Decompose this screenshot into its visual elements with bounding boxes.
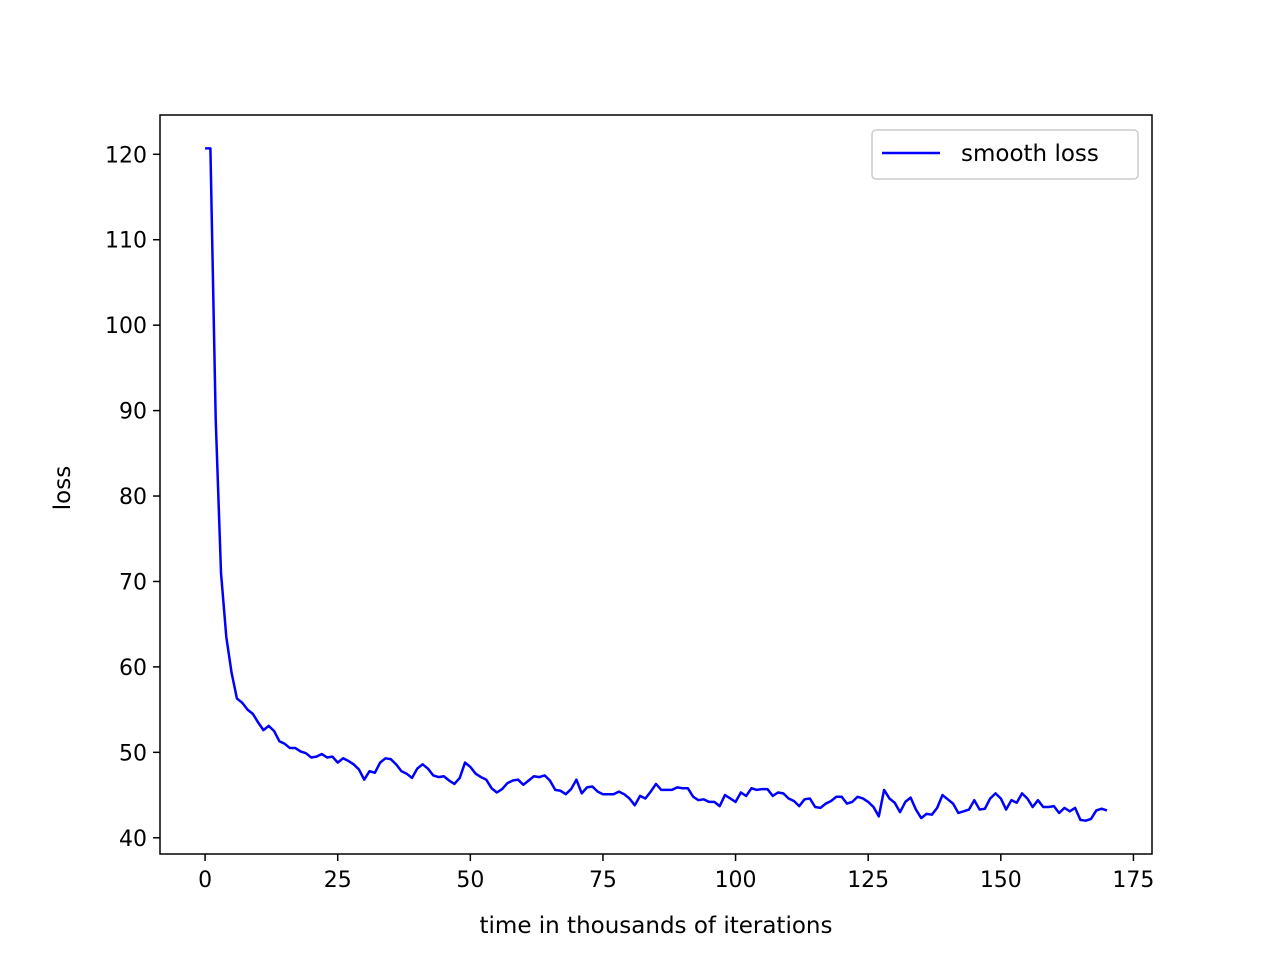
plot-area [205, 147, 1108, 822]
y-tick-label: 100 [105, 314, 147, 339]
y-axis-title: loss [50, 466, 76, 510]
y-tick-label: 70 [119, 570, 147, 595]
x-tick-label: 125 [847, 868, 889, 893]
x-tick-label: 150 [980, 868, 1022, 893]
x-tick-label: 100 [715, 868, 757, 893]
series-line-smooth-loss [205, 147, 1108, 822]
x-tick-label: 50 [456, 868, 484, 893]
x-axis-title: time in thousands of iterations [480, 913, 833, 939]
x-tick-label: 25 [324, 868, 352, 893]
y-tick-label: 60 [119, 656, 147, 681]
y-tick-label: 80 [119, 485, 147, 510]
plot-frame [159, 114, 1153, 855]
y-tick-label: 110 [105, 229, 147, 254]
legend-label-smooth-loss: smooth loss [961, 141, 1099, 167]
y-tick-label: 120 [105, 143, 147, 168]
y-tick-label: 40 [119, 827, 147, 852]
y-tick-label: 50 [119, 741, 147, 766]
legend-box [871, 129, 1139, 180]
x-tick-label: 175 [1112, 868, 1154, 893]
y-tick-label: 90 [119, 400, 147, 425]
x-tick-label: 75 [589, 868, 617, 893]
legend: smooth loss [871, 129, 1139, 180]
x-tick-label: 0 [198, 868, 212, 893]
axis-ticks: 0 25 50 75 100 125 150 175 40 50 60 70 80 90 100 110 120 [105, 143, 1154, 893]
